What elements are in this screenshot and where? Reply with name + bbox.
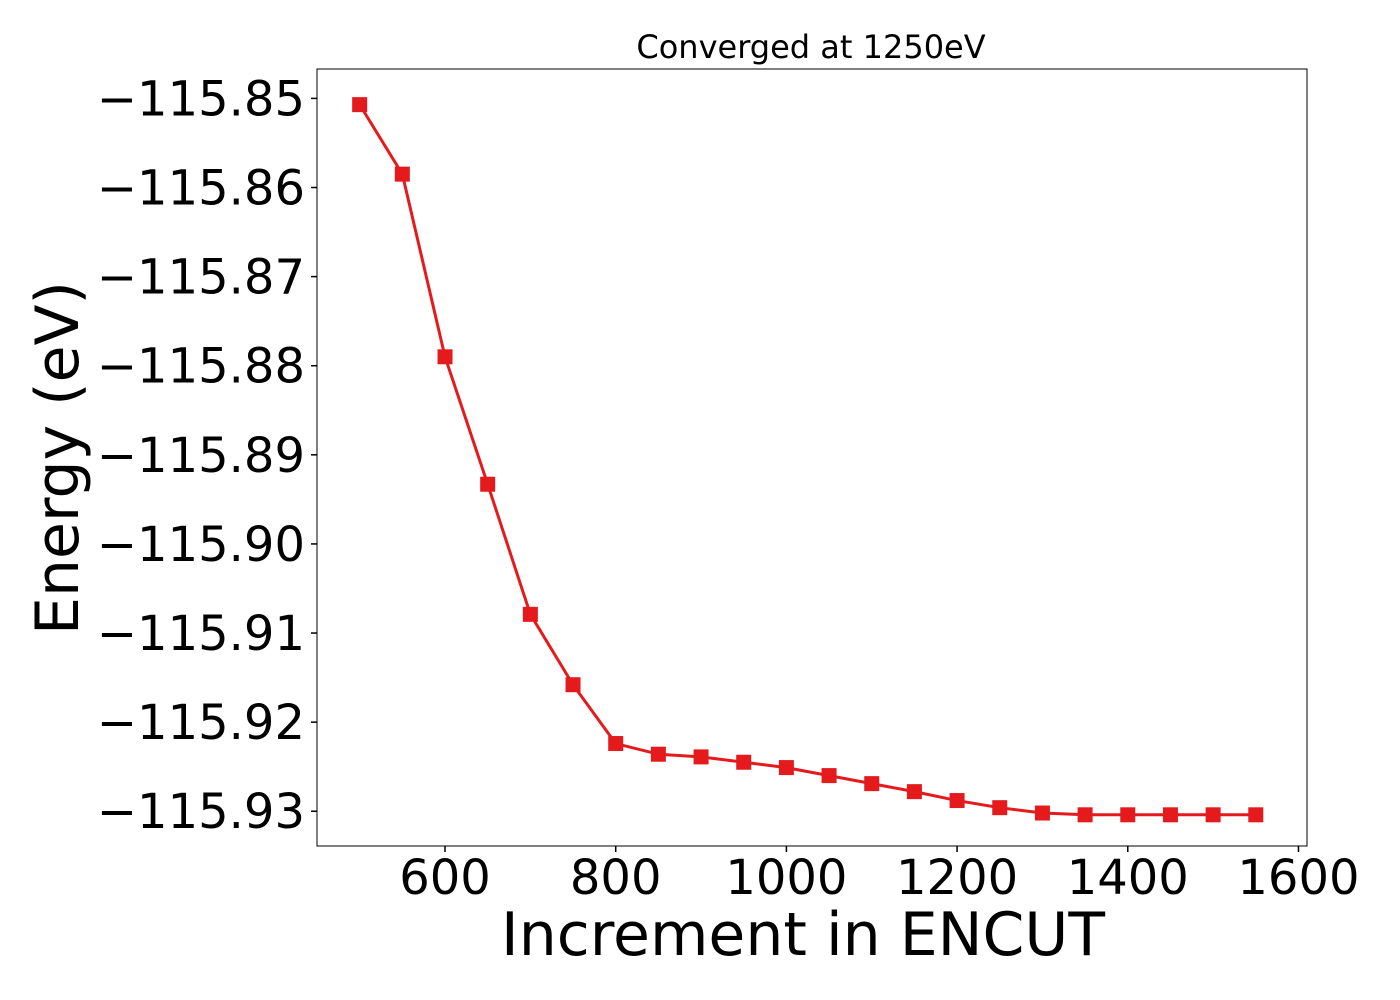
x-tick-label: 600 [399, 850, 491, 906]
data-point [1205, 807, 1221, 823]
y-tick-label: −115.90 [97, 517, 305, 573]
data-point [693, 749, 709, 765]
data-point [906, 784, 922, 800]
y-tick-label: −115.87 [97, 250, 305, 306]
data-point [650, 746, 666, 762]
y-tick-label: −115.93 [97, 784, 305, 840]
y-tick-label: −115.92 [97, 695, 305, 751]
y-tick-label: −115.85 [97, 71, 305, 127]
x-tick-label: 1000 [725, 850, 847, 906]
data-point [821, 768, 837, 784]
chart-title: Converged at 1250eV [636, 28, 985, 66]
plot-frame [316, 68, 1308, 847]
data-point [394, 166, 410, 182]
data-point [949, 793, 965, 809]
data-point [1120, 807, 1136, 823]
data-point [864, 776, 880, 792]
y-axis: −115.85 −115.86 −115.87 −115.88 −115.89 −115.… [97, 71, 317, 840]
data-point [1162, 807, 1178, 823]
x-axis: 600 800 1000 1200 1400 1600 [399, 846, 1360, 906]
data-point [437, 349, 453, 365]
y-tick-label: −115.89 [97, 428, 305, 484]
x-tick-label: 800 [570, 850, 662, 906]
y-tick-label: −115.86 [97, 161, 305, 217]
data-point [608, 736, 624, 752]
y-tick-label: −115.88 [97, 339, 305, 395]
series-layer [352, 97, 1264, 823]
data-point [778, 760, 794, 776]
data-point [1077, 807, 1093, 823]
x-tick-label: 1200 [896, 850, 1018, 906]
data-point [565, 677, 581, 693]
y-axis-label: Energy (eV) [23, 281, 93, 635]
series-line [358, 103, 1256, 817]
x-tick-label: 1600 [1237, 850, 1359, 906]
data-point [480, 476, 496, 492]
y-tick-label: −115.91 [97, 606, 305, 662]
x-axis-label: Increment in ENCUT [501, 900, 1105, 970]
data-point [352, 97, 368, 113]
data-point [992, 800, 1008, 816]
data-point [522, 606, 538, 622]
x-tick-label: 1400 [1067, 850, 1189, 906]
data-point [1034, 805, 1050, 821]
data-point [736, 754, 752, 770]
data-point [1248, 807, 1264, 823]
